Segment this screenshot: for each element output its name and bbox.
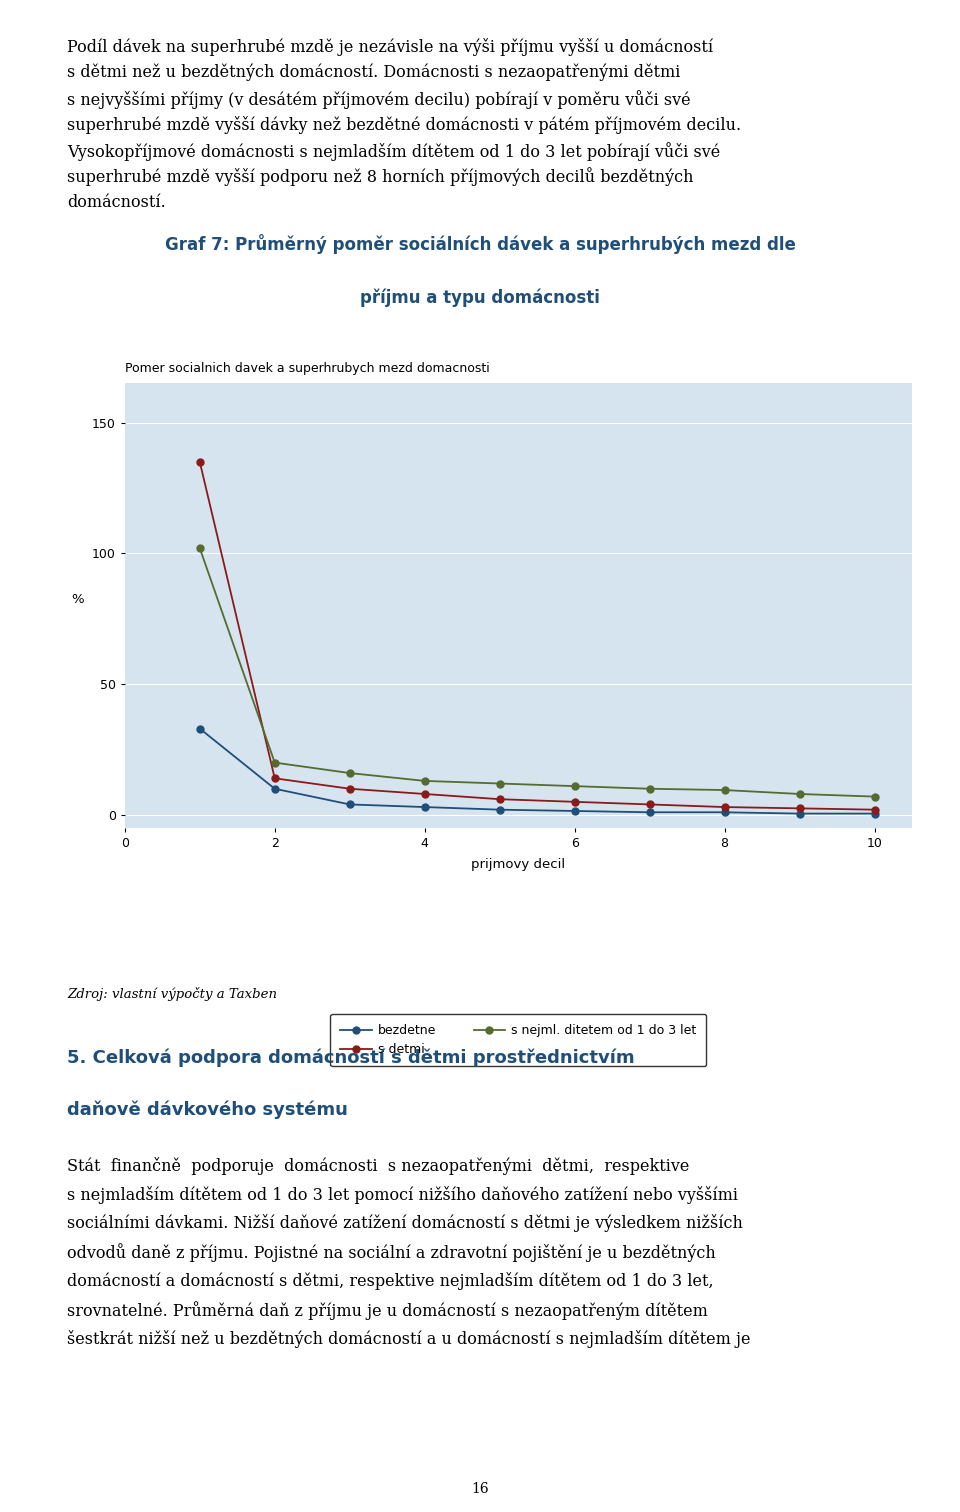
Text: superhrubé mzdě vyšší podporu než 8 horních příjmových decilů bezdětných: superhrubé mzdě vyšší podporu než 8 horn…: [67, 168, 694, 186]
Text: domácností.: domácností.: [67, 194, 166, 210]
Text: šestkrát nižší než u bezdětných domácností a u domácností s nejmladším dítětem j: šestkrát nižší než u bezdětných domácnos…: [67, 1331, 751, 1349]
Text: Vysokopříjmové domácnosti s nejmladším dítětem od 1 do 3 let pobírají vůči své: Vysokopříjmové domácnosti s nejmladším d…: [67, 142, 720, 160]
Text: Zdroj: vlastní výpočty a Taxben: Zdroj: vlastní výpočty a Taxben: [67, 987, 277, 1001]
Text: superhrubé mzdě vyšší dávky než bezdětné domácnosti v pátém příjmovém decilu.: superhrubé mzdě vyšší dávky než bezdětné…: [67, 115, 741, 133]
Text: příjmu a typu domácnosti: příjmu a typu domácnosti: [360, 289, 600, 307]
Text: Podíl dávek na superhrubé mzdě je nezávisle na výši příjmu vyšší u domácností: Podíl dávek na superhrubé mzdě je nezávi…: [67, 38, 713, 56]
Text: 5. Celková podpora domácností s dětmi prostřednictvím: 5. Celková podpora domácností s dětmi pr…: [67, 1048, 635, 1066]
Text: odvodů daně z příjmu. Pojistné na sociální a zdravotní pojištění je u bezdětných: odvodů daně z příjmu. Pojistné na sociál…: [67, 1243, 716, 1263]
Text: Pomer socialnich davek a superhrubych mezd domacnosti: Pomer socialnich davek a superhrubych me…: [125, 363, 490, 375]
Legend: bezdetne, s detmi, s nejml. ditetem od 1 do 3 let: bezdetne, s detmi, s nejml. ditetem od 1…: [330, 1015, 707, 1066]
Text: s dětmi než u bezdětných domácností. Domácnosti s nezaopatřenými dětmi: s dětmi než u bezdětných domácností. Dom…: [67, 64, 681, 82]
Text: Graf 7: Průměrný poměr sociálních dávek a superhrubých mezd dle: Graf 7: Průměrný poměr sociálních dávek …: [164, 234, 796, 254]
Text: sociálními dávkami. Nižší daňové zatížení domácností s dětmi je výsledkem nižšíc: sociálními dávkami. Nižší daňové zatížen…: [67, 1214, 743, 1232]
Text: s nejvyššími příjmy (v desátém příjmovém decilu) pobírají v poměru vůči své: s nejvyššími příjmy (v desátém příjmovém…: [67, 89, 691, 109]
Text: srovnatelné. Průměrná daň z příjmu je u domácností s nezaopatřeným dítětem: srovnatelné. Průměrná daň z příjmu je u …: [67, 1302, 708, 1320]
X-axis label: prijmovy decil: prijmovy decil: [471, 859, 565, 871]
Text: 16: 16: [471, 1482, 489, 1497]
Text: Stát  finančně  podporuje  domácnosti  s nezaopatřenými  dětmi,  respektive: Stát finančně podporuje domácnosti s nez…: [67, 1157, 689, 1175]
Text: domácností a domácností s dětmi, respektive nejmladším dítětem od 1 do 3 let,: domácností a domácností s dětmi, respekt…: [67, 1272, 714, 1290]
Text: daňově dávkového systému: daňově dávkového systému: [67, 1101, 348, 1119]
Text: s nejmladším dítětem od 1 do 3 let pomocí nižšího daňového zatížení nebo vyššími: s nejmladším dítětem od 1 do 3 let pomoc…: [67, 1185, 738, 1204]
Y-axis label: %: %: [72, 593, 84, 606]
